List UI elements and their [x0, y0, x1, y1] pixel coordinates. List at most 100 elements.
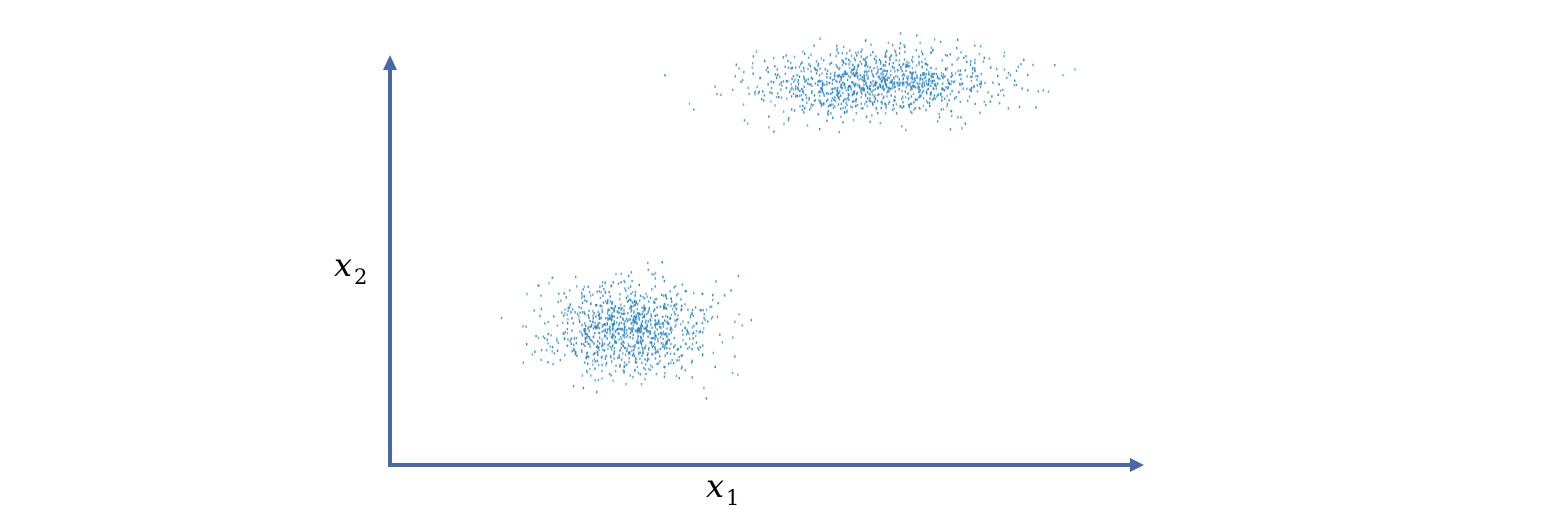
data-point [792, 92, 795, 95]
data-point [912, 81, 915, 84]
data-point [855, 100, 857, 103]
data-point [633, 310, 635, 313]
data-point [866, 97, 869, 100]
data-point [584, 312, 586, 316]
data-point [604, 335, 606, 338]
data-point [707, 320, 709, 323]
data-point [702, 344, 704, 347]
data-point [866, 65, 869, 68]
data-point [852, 90, 854, 94]
data-point [877, 71, 879, 74]
data-point [906, 64, 908, 68]
data-point [909, 82, 911, 85]
data-point [543, 337, 546, 340]
data-point [759, 77, 761, 80]
data-point [655, 335, 657, 338]
data-point [784, 65, 786, 68]
data-point [841, 73, 843, 76]
data-point [622, 318, 625, 321]
data-point [653, 308, 656, 311]
data-point [693, 324, 695, 328]
data-point [882, 86, 884, 89]
data-point [710, 317, 713, 320]
data-point [879, 67, 881, 71]
data-point [574, 311, 576, 314]
data-point [654, 346, 656, 349]
data-point [940, 71, 943, 75]
data-point [597, 346, 599, 350]
data-point [866, 104, 868, 108]
data-point [901, 81, 903, 85]
data-point [630, 299, 632, 302]
data-point [622, 334, 624, 337]
data-point [539, 314, 541, 318]
data-point [863, 76, 865, 79]
data-point [1018, 105, 1021, 108]
data-point [966, 87, 968, 90]
data-point [894, 70, 896, 73]
data-point [960, 77, 962, 81]
data-point [575, 275, 577, 279]
data-point [923, 72, 925, 75]
data-point [948, 82, 951, 86]
data-point [752, 55, 755, 58]
data-point [1027, 89, 1029, 92]
data-point [821, 80, 823, 83]
data-point [624, 312, 626, 315]
data-point [630, 285, 632, 288]
data-point [1000, 89, 1002, 92]
data-point [940, 74, 943, 78]
data-point [802, 66, 805, 70]
data-point [634, 295, 636, 298]
data-point [597, 322, 599, 325]
data-point [838, 130, 840, 134]
data-point [571, 350, 573, 353]
data-point [826, 76, 828, 79]
data-point [957, 116, 959, 119]
data-point [626, 363, 628, 366]
data-point [751, 66, 753, 69]
data-point [919, 89, 921, 92]
data-point [567, 306, 569, 310]
data-point [853, 74, 856, 77]
data-point [609, 300, 612, 303]
data-point [818, 99, 820, 102]
data-point [618, 322, 621, 325]
data-point [666, 351, 668, 355]
data-point [581, 301, 584, 305]
data-point [620, 342, 622, 345]
data-point [865, 61, 867, 64]
data-point [602, 329, 605, 332]
data-point [670, 313, 673, 317]
data-point [839, 85, 842, 89]
data-point [781, 84, 783, 87]
data-point [600, 356, 603, 359]
data-point [913, 77, 915, 80]
data-point [778, 83, 781, 86]
data-point [841, 59, 843, 62]
data-point [581, 348, 583, 352]
data-point [651, 273, 653, 276]
data-point [892, 61, 894, 65]
data-point [563, 314, 565, 317]
data-point [902, 78, 904, 81]
data-point [941, 82, 944, 85]
data-point [605, 331, 608, 335]
data-point [872, 103, 874, 107]
data-point [548, 282, 550, 285]
data-point [1006, 76, 1008, 79]
data-point [806, 82, 809, 85]
data-point [660, 342, 663, 345]
data-point [948, 81, 950, 84]
data-point [856, 76, 859, 79]
data-point [951, 74, 954, 77]
data-point [562, 321, 564, 324]
data-point [811, 84, 813, 87]
data-point [588, 316, 590, 319]
data-point [880, 106, 882, 110]
data-point [651, 343, 653, 347]
data-point [859, 85, 861, 88]
data-point [738, 313, 740, 316]
data-point [949, 53, 951, 56]
data-point [648, 358, 650, 361]
